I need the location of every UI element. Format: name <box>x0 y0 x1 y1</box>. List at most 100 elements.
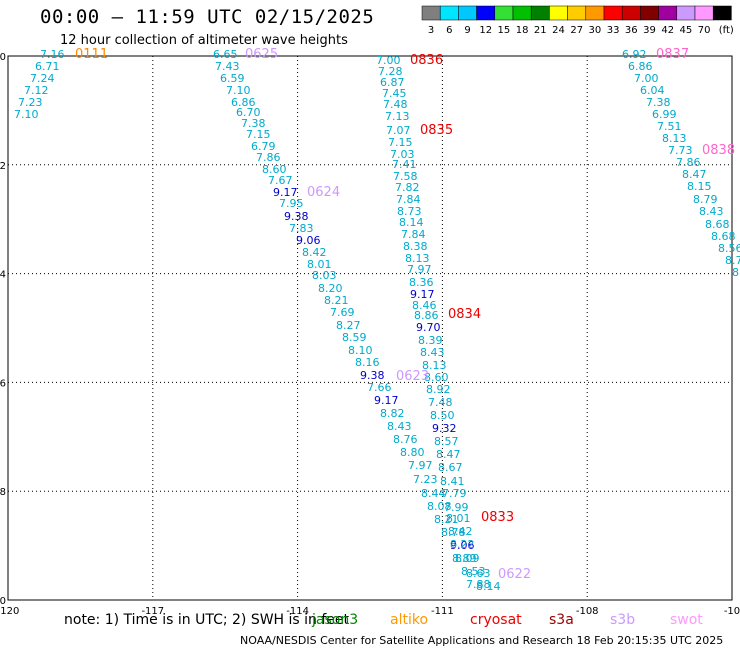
pass-time-label: 0623 <box>396 369 429 384</box>
wave-height-label: 8.68 <box>711 230 736 243</box>
wave-height-label: 7.82 <box>395 181 420 194</box>
wave-height-label: 8.27 <box>336 319 361 332</box>
color-swatch <box>712 5 732 21</box>
map-frame <box>7 55 733 601</box>
color-scale-legend: 3 6 9 12 15 18 21 24 27 30 33 36 39 42 45 70 (ft) <box>421 5 734 36</box>
wave-height-label: 7.43 <box>215 60 240 73</box>
wave-height-label: 7.86 <box>256 151 281 164</box>
wave-height-label: 7.10 <box>14 108 39 121</box>
colorbar-label: (ft) <box>719 25 734 36</box>
wave-height-label: 8.47 <box>436 448 461 461</box>
wave-height-label: 7.97 <box>408 459 433 472</box>
pass-time-label: 0838 <box>702 143 735 158</box>
wave-height-label: 6.70 <box>236 106 261 119</box>
wave-height-label: 7.66 <box>367 381 392 394</box>
wave-height-label: 7.23 <box>413 473 438 486</box>
wave-height-label: 7.97 <box>407 263 432 276</box>
wave-height-label: 8.44 <box>421 487 446 500</box>
wave-height-label: 6.86 <box>231 96 256 109</box>
wave-height-label: 7.03 <box>390 148 415 161</box>
wave-height-label: 7.67 <box>268 174 293 187</box>
colorbar-label: 9 <box>464 25 470 36</box>
wave-height-label: 7.86 <box>676 156 701 169</box>
latitude-tick-label: -60 <box>0 596 6 607</box>
wave-height-label: 8.56 <box>718 242 740 255</box>
wave-height-label: 8.16 <box>355 356 380 369</box>
wave-height-label: 9.17 <box>410 288 435 301</box>
wave-height-label: 8.78 <box>441 526 466 539</box>
wave-height-label: 8.73 <box>397 205 422 218</box>
wave-height-label: 8.13 <box>422 359 447 372</box>
longitude-tick-label: -114 <box>286 606 309 617</box>
colorbar-label: 27 <box>570 25 583 36</box>
wave-height-label: 7.48 <box>428 396 453 409</box>
colorbar-label: 45 <box>680 25 693 36</box>
legend-satellite-swot: swot <box>670 612 703 628</box>
wave-height-label: 8.50 <box>430 409 455 422</box>
legend-satellite-cryosat: cryosat <box>470 612 522 628</box>
wave-height-label: 7.99 <box>444 501 469 514</box>
longitude-tick-label: -108 <box>576 606 599 617</box>
wave-height-label: 8.38 <box>403 240 428 253</box>
wave-height-label: 7.38 <box>646 96 671 109</box>
wave-height-label: 8.01 <box>446 512 471 525</box>
colorbar-label: 36 <box>625 25 638 36</box>
wave-height-label: 7.73 <box>668 144 693 157</box>
wave-height-label: 6.59 <box>220 72 245 85</box>
page-subtitle: 12 hour collection of altimeter wave hei… <box>60 33 348 48</box>
wave-height-label: 8.08 <box>427 500 452 513</box>
wave-height-label: 9.17 <box>273 186 298 199</box>
latitude-tick-label: -56 <box>0 378 6 389</box>
wave-height-label: 7.24 <box>30 72 55 85</box>
wave-height-label: 7.58 <box>393 170 418 183</box>
wave-height-label: 9.17 <box>374 394 399 407</box>
legend-satellite-jason3: jason3 <box>312 612 359 628</box>
wave-height-label: 7.13 <box>385 110 410 123</box>
wave-height-label: 7.69 <box>330 306 355 319</box>
pass-time-label: 0836 <box>410 53 443 68</box>
wave-height-label: 8.43 <box>420 346 445 359</box>
wave-height-label: 6.71 <box>35 60 60 73</box>
wave-height-label: 8.20 <box>318 282 343 295</box>
wave-height-label: 6.92 <box>622 48 647 61</box>
wave-height-label: 8.01 <box>307 258 332 271</box>
wave-height-label: 8.60 <box>424 371 449 384</box>
wave-height-label: 8.80 <box>400 446 425 459</box>
longitude-tick-label: -117 <box>141 606 164 617</box>
credit-line: NOAA/NESDIS Center for Satellite Applica… <box>240 634 724 647</box>
pass-time-label: 0834 <box>448 307 481 322</box>
wave-height-label: 8.14 <box>476 580 501 593</box>
wave-height-label: 6.65 <box>213 48 238 61</box>
wave-height-label: 8.13 <box>405 252 430 265</box>
colorbar-label: 6 <box>446 25 452 36</box>
colorbar-label: 33 <box>607 25 620 36</box>
wave-height-label: 8.13 <box>662 132 687 145</box>
wave-height-label: 8.67 <box>438 461 463 474</box>
wave-height-label: 8.82 <box>380 407 405 420</box>
legend-satellite-s3b: s3b <box>610 612 636 628</box>
wave-height-label: 6.99 <box>652 108 677 121</box>
colorbar-label: 18 <box>516 25 529 36</box>
wave-height-label: 7.41 <box>392 158 417 171</box>
wave-height-label: 8.68 <box>705 218 730 231</box>
wave-height-label: 7.84 <box>396 193 421 206</box>
colorbar-label: 42 <box>661 25 674 36</box>
wave-height-label: 8.09 <box>455 552 480 565</box>
wave-height-label: 7.15 <box>246 128 271 141</box>
wave-height-label: 6.86 <box>628 60 653 73</box>
wave-height-label: 7.07 <box>386 124 411 137</box>
wave-height-label: 8.59 <box>342 331 367 344</box>
wave-height-label: 8.76 <box>393 433 418 446</box>
colorbar-label: 3 <box>428 25 434 36</box>
latitude-tick-label: -50 <box>0 52 6 63</box>
wave-height-label: 8.41 <box>440 475 465 488</box>
wave-height-label: 8.92 <box>426 383 451 396</box>
pass-time-label: 0833 <box>481 510 514 525</box>
wave-height-label: 8.14 <box>399 216 424 229</box>
pass-time-label: 0111 <box>75 47 108 62</box>
wave-height-label: 8.7 <box>725 254 740 267</box>
wave-height-label: 8.21 <box>324 294 349 307</box>
wave-height-label: 8.60 <box>262 163 287 176</box>
pass-time-label: 0835 <box>420 123 453 138</box>
